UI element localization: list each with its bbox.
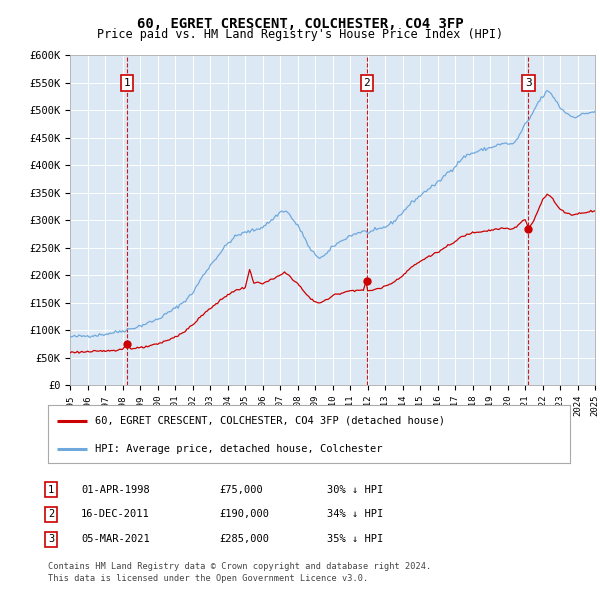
Text: 1: 1 <box>124 78 130 88</box>
Text: 35% ↓ HPI: 35% ↓ HPI <box>327 535 383 544</box>
Text: 01-APR-1998: 01-APR-1998 <box>81 485 150 494</box>
Text: £285,000: £285,000 <box>219 535 269 544</box>
Text: HPI: Average price, detached house, Colchester: HPI: Average price, detached house, Colc… <box>95 444 382 454</box>
Text: 30% ↓ HPI: 30% ↓ HPI <box>327 485 383 494</box>
Text: Price paid vs. HM Land Registry's House Price Index (HPI): Price paid vs. HM Land Registry's House … <box>97 28 503 41</box>
Text: 60, EGRET CRESCENT, COLCHESTER, CO4 3FP: 60, EGRET CRESCENT, COLCHESTER, CO4 3FP <box>137 17 463 31</box>
Text: 60, EGRET CRESCENT, COLCHESTER, CO4 3FP (detached house): 60, EGRET CRESCENT, COLCHESTER, CO4 3FP … <box>95 416 445 426</box>
Text: 2: 2 <box>48 510 54 519</box>
Text: 34% ↓ HPI: 34% ↓ HPI <box>327 510 383 519</box>
Text: £190,000: £190,000 <box>219 510 269 519</box>
Text: 1: 1 <box>48 485 54 494</box>
Text: 05-MAR-2021: 05-MAR-2021 <box>81 535 150 544</box>
Text: This data is licensed under the Open Government Licence v3.0.: This data is licensed under the Open Gov… <box>48 573 368 583</box>
Text: Contains HM Land Registry data © Crown copyright and database right 2024.: Contains HM Land Registry data © Crown c… <box>48 562 431 571</box>
Text: £75,000: £75,000 <box>219 485 263 494</box>
Text: 16-DEC-2011: 16-DEC-2011 <box>81 510 150 519</box>
Text: 3: 3 <box>48 535 54 544</box>
Text: 3: 3 <box>525 78 532 88</box>
Text: 2: 2 <box>364 78 370 88</box>
